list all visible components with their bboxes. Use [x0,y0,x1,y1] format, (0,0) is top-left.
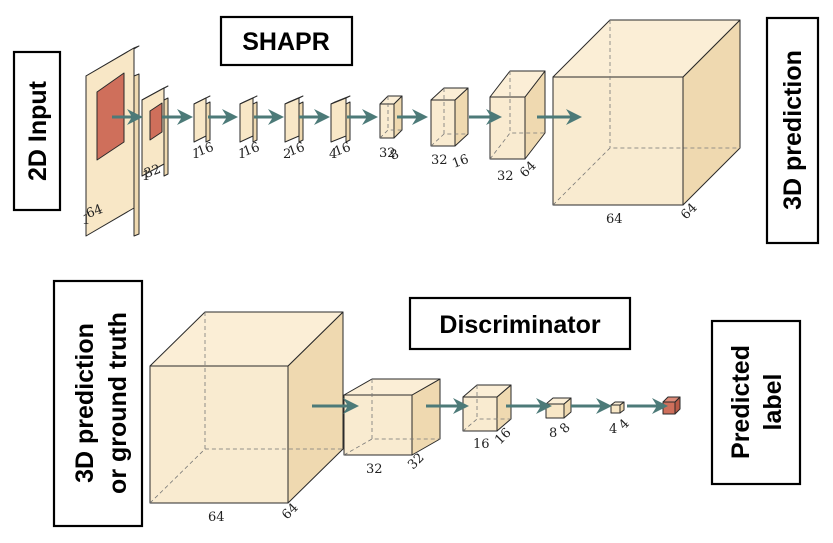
disc-arrow-1 [312,398,359,414]
shapr-dim-2b: 1 [142,169,150,184]
shapr-dim-3a: 16 [195,140,216,160]
shapr-arrow-5 [299,109,330,125]
encoder-feature-patch [149,102,163,141]
shapr-dim-8a: 32 [431,153,448,168]
shapr-arrow-8 [469,109,502,125]
disc-dim-1b: 64 [279,501,301,523]
shapr-dim-9a: 32 [497,169,514,184]
disc-dim-4a: 8 [549,426,557,441]
shapr-arrow-9 [537,109,582,125]
disc-input-label-line2: or ground truth [104,312,132,494]
shapr-layer-2 [141,85,169,177]
shapr-dim-8b: 16 [450,152,471,172]
discriminator-title-box: Discriminator [408,296,632,351]
shapr-dim-6a: 16 [332,140,353,160]
shapr-title-box: SHAPR [219,15,354,67]
shapr-dim-3b: 1 [192,147,200,162]
discriminator-arrows [312,398,668,414]
disc-dim-5b: 4 [616,416,632,432]
disc-input-label-line1: 3D prediction [71,323,99,483]
discriminator-title: Discriminator [439,311,600,339]
shapr-dim-2a: 32 [142,162,163,182]
disc-arrow-4 [571,398,612,414]
disc-arrow-2 [426,398,469,414]
shapr-layer-4 [239,95,258,143]
shapr-arrow-6 [347,109,378,125]
shapr-arrow-2 [162,109,193,125]
shapr-layer-5 [284,95,304,143]
shapr-dim-4a: 16 [241,140,262,160]
shapr-dim-6b: 4 [329,147,337,162]
shapr-layer-9 [489,70,546,160]
shapr-dim-9b: 64 [517,159,539,181]
shapr-dim-5a: 16 [286,140,307,160]
shapr-title: SHAPR [242,28,330,56]
shapr-arrow-7 [397,109,428,125]
disc-arrow-3 [506,398,552,414]
shapr-dim-5b: 2 [283,147,291,162]
disc-dim-3a: 16 [473,437,490,452]
disc-output-label-box: Predicted label [710,319,802,486]
disc-input-label-box: 3D prediction or ground truth [52,279,144,528]
disc-layer-4 [545,397,572,419]
disc-layer-1 [149,311,344,504]
output-label-box: 3D prediction [765,16,820,245]
disc-dim-4b: 8 [557,420,573,436]
disc-output-label-line1: Predicted [727,345,755,459]
disc-dim-1a: 64 [208,510,225,525]
shapr-layer-1 [85,45,140,237]
shapr-arrow-1 [112,109,143,125]
disc-layer-2 [343,378,441,456]
shapr-layer-10 [552,19,741,206]
disc-arrow-5 [627,398,668,414]
shapr-layer-8 [430,87,469,147]
shapr-dim-4b: 1 [238,147,246,162]
input-label: 2D Input [24,80,52,181]
shapr-dim-7a: 32 [379,146,396,161]
shapr-arrow-4 [254,109,284,125]
shapr-dim-1b: 1 [82,213,90,228]
disc-output-label-line2: label [759,374,787,431]
disc-dim-2a: 32 [366,462,383,477]
disc-dim-5a: 4 [609,422,617,437]
shapr-layer-3 [193,95,211,143]
disc-layer-5 [610,401,625,414]
shapr-arrow-3 [208,109,238,125]
input-image-patch [96,72,125,161]
shapr-arrows [112,109,582,125]
output-label: 3D prediction [779,50,807,210]
shapr-layer-6 [330,95,351,143]
input-label-box: 2D Input [12,50,62,212]
shapr-dim-1a: 64 [84,202,105,222]
shapr-dim-10a: 64 [606,212,623,227]
shapr-dim-7b: 8 [388,147,401,164]
disc-layer-3 [462,384,512,432]
